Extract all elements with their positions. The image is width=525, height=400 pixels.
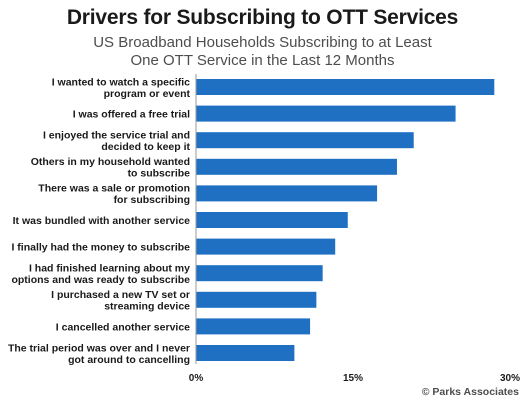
category-label-line: streaming device	[104, 301, 190, 313]
category-label-3: I enjoyed the service trial and decided t…	[43, 129, 191, 153]
category-label-line: It was bundled with another service	[13, 215, 191, 227]
category-label-line: options and was ready to subscribe	[11, 274, 190, 286]
category-label-line: I had finished learning about my	[29, 262, 190, 274]
category-label-10: I cancelled another service	[56, 321, 190, 333]
category-label-9: I purchased a new TV set or streaming dev…	[51, 289, 190, 313]
category-label-2: I was offered a free trial	[73, 109, 190, 121]
bar-2	[196, 105, 456, 122]
x-tick-label-3: 30%	[500, 373, 520, 384]
bar-4	[196, 158, 397, 175]
category-label-5: There was a sale or promotion for subscri…	[38, 183, 190, 207]
bar-1	[196, 79, 495, 95]
chart-subtitle-line-1: US Broadband Households Subscribing to a…	[93, 34, 432, 51]
category-label-7: I finally had the money to subscribe	[11, 242, 190, 254]
x-tick-labels-group: 0% 15% 30%	[189, 373, 520, 384]
source-credit: © Parks Associates	[421, 386, 519, 398]
category-label-8: I had finished learning about my options …	[11, 262, 190, 286]
category-label-line: There was a sale or promotion	[38, 183, 190, 195]
category-label-line: decided to keep it	[101, 141, 190, 153]
category-label-line: I enjoyed the service trial and	[43, 129, 190, 141]
bar-3	[196, 132, 414, 149]
category-label-4: Others in my household wanted to subscrib…	[31, 156, 190, 180]
bar-6	[196, 212, 348, 228]
category-label-line: I wanted to watch a specific	[52, 76, 190, 88]
bar-10	[196, 318, 311, 335]
category-label-line: I finally had the money to subscribe	[11, 242, 190, 254]
category-label-line: I was offered a free trial	[73, 109, 190, 121]
category-label-line: The trial period was over and I never	[8, 342, 190, 354]
bars-group	[196, 79, 495, 361]
category-label-line: program or event	[104, 88, 191, 100]
category-label-line: got around to cancelling	[68, 354, 190, 366]
bar-5	[196, 185, 378, 202]
category-label-6: It was bundled with another service	[13, 215, 191, 227]
bar-11	[196, 345, 295, 361]
category-labels-group: I wanted to watch a specific program or e…	[8, 76, 191, 366]
chart-title: Drivers for Subscribing to OTT Services	[66, 6, 459, 29]
category-label-1: I wanted to watch a specific program or e…	[52, 76, 191, 100]
category-label-11: The trial period was over and I never got…	[8, 342, 190, 366]
x-tick-label-1: 0%	[189, 373, 204, 384]
bar-7	[196, 238, 336, 255]
chart-subtitle-line-2: One OTT Service in the Last 12 Months	[130, 52, 395, 69]
bar-9	[196, 291, 317, 308]
category-label-line: I cancelled another service	[56, 321, 190, 333]
category-label-line: Others in my household wanted	[31, 156, 190, 168]
category-label-line: for subscribing	[114, 194, 190, 206]
bar-8	[196, 265, 323, 282]
category-label-line: to subscribe	[128, 168, 191, 180]
category-label-line: I purchased a new TV set or	[51, 289, 190, 301]
x-tick-label-2: 15%	[343, 373, 363, 384]
